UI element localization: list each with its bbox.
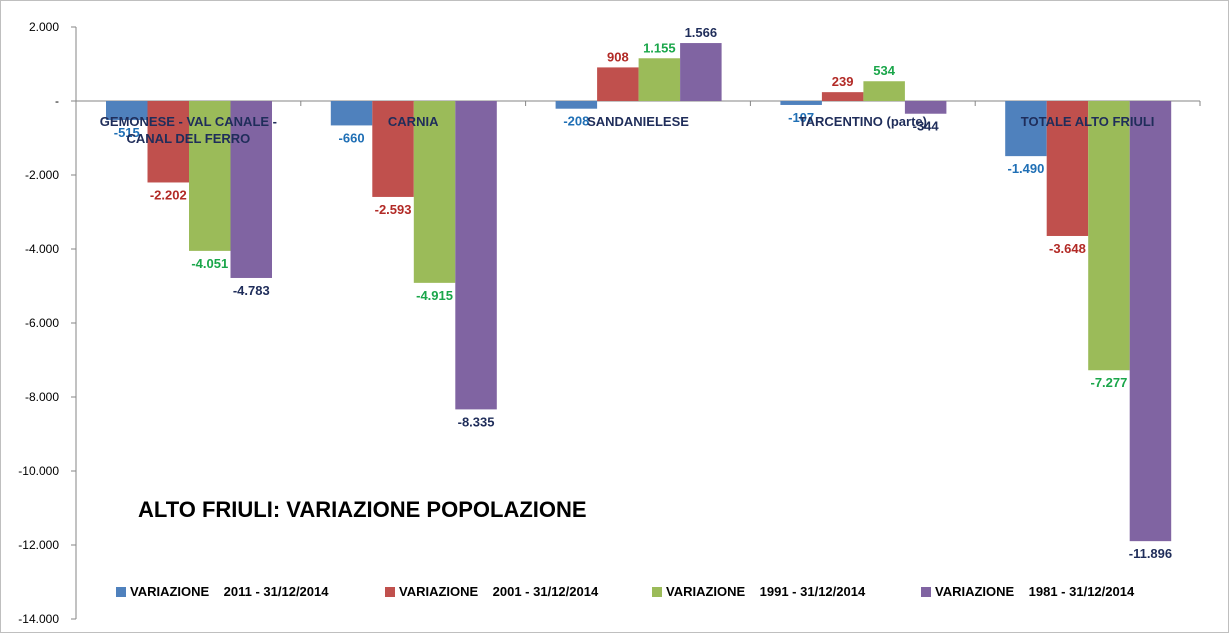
legend-swatch [116, 587, 126, 597]
y-tick-label: -12.000 [18, 538, 59, 552]
y-tick-label: -14.000 [18, 612, 59, 626]
y-tick-label: -2.000 [25, 168, 59, 182]
legend: VARIAZIONE 2011 - 31/12/2014 VARIAZIONE 2… [116, 584, 1135, 599]
bar [330, 101, 373, 126]
bar [1129, 101, 1172, 542]
bar [680, 43, 722, 101]
y-tick-label: -4.000 [25, 242, 59, 256]
y-tick-label: -10.000 [18, 464, 59, 478]
bar [597, 67, 639, 101]
category-label: GEMONESE - VAL CANALE - [100, 114, 277, 129]
bar [780, 101, 822, 105]
bar [106, 101, 148, 121]
legend-label: VARIAZIONE 2011 - 31/12/2014 [130, 584, 329, 599]
bar [555, 101, 598, 109]
data-label: -515 [114, 125, 140, 140]
y-tick-label: -8.000 [25, 390, 59, 404]
bar [455, 101, 497, 410]
data-label: -344 [913, 119, 940, 134]
category-label: TOTALE ALTO FRIULI [1021, 114, 1155, 129]
data-label: 908 [607, 49, 629, 64]
data-label: -4.783 [233, 283, 270, 298]
bar [1005, 101, 1047, 157]
y-tick-label: - [55, 94, 59, 108]
bar [189, 101, 231, 251]
data-label: -4.051 [191, 256, 228, 271]
legend-swatch [921, 587, 931, 597]
bar [230, 101, 272, 278]
bar [1088, 101, 1130, 371]
data-label: 1.155 [643, 40, 676, 55]
category-label: CANAL DEL FERRO [127, 131, 251, 146]
category-label: CARNIA [388, 114, 439, 129]
legend-label: VARIAZIONE 1981 - 31/12/2014 [935, 584, 1135, 599]
data-label: -7.277 [1091, 375, 1128, 390]
legend-label: VARIAZIONE 1991 - 31/12/2014 [666, 584, 866, 599]
data-label: -208 [563, 114, 589, 129]
bar [638, 58, 681, 101]
y-tick-label: 2.000 [29, 20, 59, 34]
data-label: -2.593 [375, 202, 412, 217]
data-label: -107 [788, 110, 814, 125]
category-label: TARCENTINO (parte) [799, 114, 927, 129]
data-label: -3.648 [1049, 241, 1086, 256]
y-tick-label: -6.000 [25, 316, 59, 330]
legend-swatch [652, 587, 662, 597]
bar [413, 101, 456, 283]
data-label: -4.915 [416, 288, 453, 303]
legend-swatch [385, 587, 395, 597]
data-label: -11.896 [1129, 546, 1172, 561]
data-label: 534 [873, 63, 895, 78]
legend-label: VARIAZIONE 2001 - 31/12/2014 [399, 584, 599, 599]
chart-title: ALTO FRIULI: VARIAZIONE POPOLAZIONE [138, 497, 587, 522]
bar [821, 92, 864, 101]
data-label: -660 [339, 130, 365, 145]
data-label: -8.335 [458, 414, 495, 429]
bar [1046, 101, 1089, 236]
data-label: 239 [832, 74, 854, 89]
bar [904, 101, 947, 114]
bar [863, 81, 905, 101]
plot-area: 2.000 - -2.000 -4.000 -6.000 -8.000 -10.000 -12… [18, 20, 1201, 626]
data-label: 1.566 [685, 25, 718, 40]
bar [372, 101, 414, 197]
category-label: SANDANIELESE [587, 114, 689, 129]
bar [147, 101, 189, 183]
data-label: -1.490 [1008, 161, 1045, 176]
data-label: -2.202 [150, 187, 187, 202]
